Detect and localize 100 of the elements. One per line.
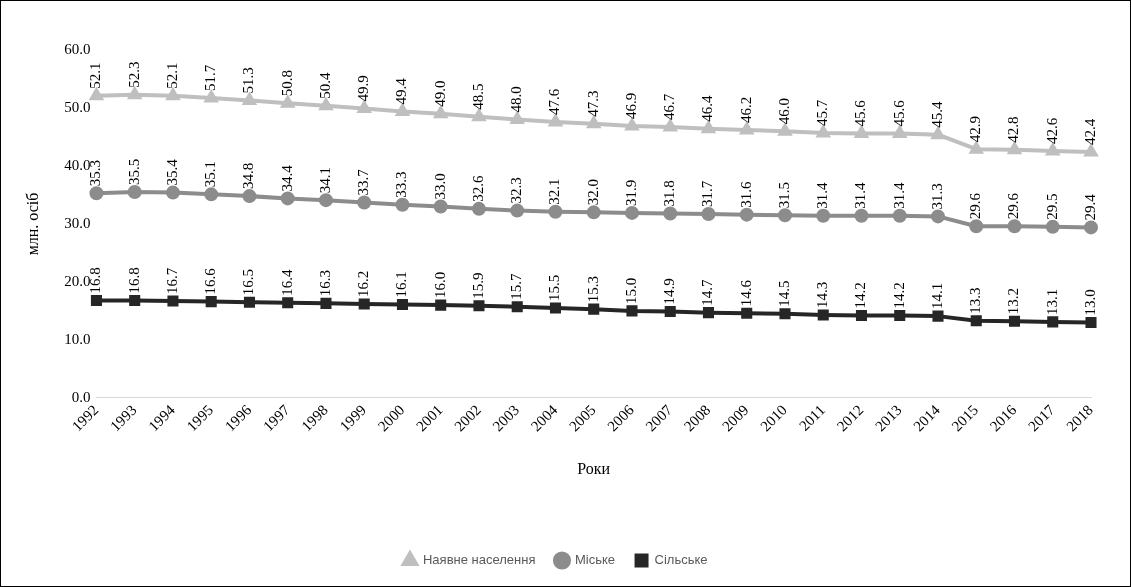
point — [1047, 316, 1059, 328]
point — [205, 296, 217, 308]
data-label: 33.3 — [393, 171, 410, 198]
point — [166, 88, 180, 101]
point — [777, 208, 792, 223]
data-label: 16.0 — [431, 271, 448, 299]
point — [471, 201, 486, 216]
data-label: 14.3 — [814, 281, 831, 308]
point — [892, 208, 907, 223]
data-label: 31.5 — [775, 181, 792, 209]
data-label: 14.7 — [699, 278, 716, 306]
data-label: 51.3 — [240, 67, 257, 94]
data-label: 16.7 — [163, 267, 180, 295]
data-label: 35.5 — [125, 158, 142, 186]
data-label: 46.0 — [775, 97, 792, 125]
point — [969, 142, 983, 154]
data-label: 15.0 — [622, 277, 639, 304]
data-label: 42.4 — [1081, 118, 1098, 146]
data-label: 31.9 — [622, 179, 639, 206]
data-label: 32.6 — [469, 175, 486, 202]
data-label: 31.4 — [814, 182, 831, 209]
data-label: 14.2 — [890, 282, 907, 309]
data-label: 34.1 — [316, 166, 333, 194]
data-label: 31.6 — [737, 180, 754, 208]
point — [1008, 315, 1021, 327]
data-label: 42.9 — [967, 115, 984, 143]
point — [625, 118, 639, 131]
data-label: 35.1 — [202, 161, 219, 188]
point — [1008, 142, 1021, 155]
data-label: 31.4 — [852, 182, 869, 209]
point — [357, 195, 372, 210]
point — [816, 208, 831, 223]
y-tick-label: 50.0 — [64, 98, 91, 115]
data-label: 32.0 — [584, 179, 601, 206]
y-tick-label: 60.0 — [64, 40, 91, 57]
point — [510, 203, 525, 218]
data-label: 16.2 — [355, 270, 372, 297]
point — [548, 204, 563, 219]
point — [204, 187, 219, 202]
data-label: 29.4 — [1081, 193, 1098, 221]
data-label: 16.1 — [393, 271, 410, 298]
point — [90, 88, 103, 101]
point — [395, 197, 410, 212]
point — [1046, 143, 1060, 156]
data-label: 13.3 — [967, 287, 984, 314]
legend-label: Сільське — [654, 552, 708, 568]
data-label: 31.3 — [928, 183, 945, 210]
data-label: 34.4 — [278, 164, 295, 192]
point — [358, 298, 370, 310]
point — [740, 123, 754, 135]
point — [586, 205, 601, 220]
data-label: 46.4 — [699, 95, 716, 122]
point — [779, 308, 791, 320]
point — [663, 206, 678, 221]
data-label: 47.6 — [546, 88, 563, 115]
data-label: 15.3 — [584, 275, 601, 303]
point — [931, 127, 945, 140]
point — [472, 109, 486, 122]
point — [242, 189, 257, 204]
point — [1007, 219, 1022, 234]
data-label: 29.5 — [1043, 193, 1060, 220]
point — [129, 294, 141, 306]
point — [318, 193, 333, 208]
point — [893, 126, 907, 138]
point — [969, 219, 984, 234]
data-label: 15.5 — [546, 274, 563, 301]
point — [588, 303, 600, 315]
data-label: 45.6 — [890, 99, 907, 127]
point — [854, 208, 869, 223]
point — [624, 205, 639, 220]
point — [817, 309, 829, 321]
point — [90, 294, 102, 306]
point — [1085, 316, 1097, 329]
point — [1084, 220, 1098, 235]
data-label: 15.9 — [469, 272, 486, 299]
data-label: 29.6 — [967, 192, 984, 220]
data-label: 14.2 — [852, 282, 869, 309]
point — [702, 307, 715, 319]
data-label: 31.4 — [890, 182, 907, 209]
data-label: 14.1 — [928, 282, 945, 310]
data-label: 52.1 — [163, 62, 180, 89]
point — [741, 307, 753, 319]
data-label: 13.2 — [1005, 288, 1022, 315]
y-tick-label: 30.0 — [64, 214, 91, 231]
x-axis-title: Роки — [577, 459, 611, 477]
point — [434, 106, 448, 119]
point — [1045, 219, 1060, 234]
data-label: 32.1 — [546, 178, 563, 205]
data-label: 49.4 — [393, 77, 410, 105]
data-label: 49.9 — [355, 75, 372, 102]
point — [204, 91, 218, 103]
data-label: 16.6 — [202, 267, 219, 295]
legend-label: Наявне населення — [422, 552, 536, 568]
point — [816, 125, 830, 138]
data-label: 49.0 — [431, 80, 448, 107]
point — [473, 300, 485, 312]
point — [89, 186, 104, 201]
data-label: 45.7 — [814, 99, 831, 126]
legend-label: Міське — [574, 552, 616, 568]
y-tick-label: 10.0 — [64, 330, 91, 347]
